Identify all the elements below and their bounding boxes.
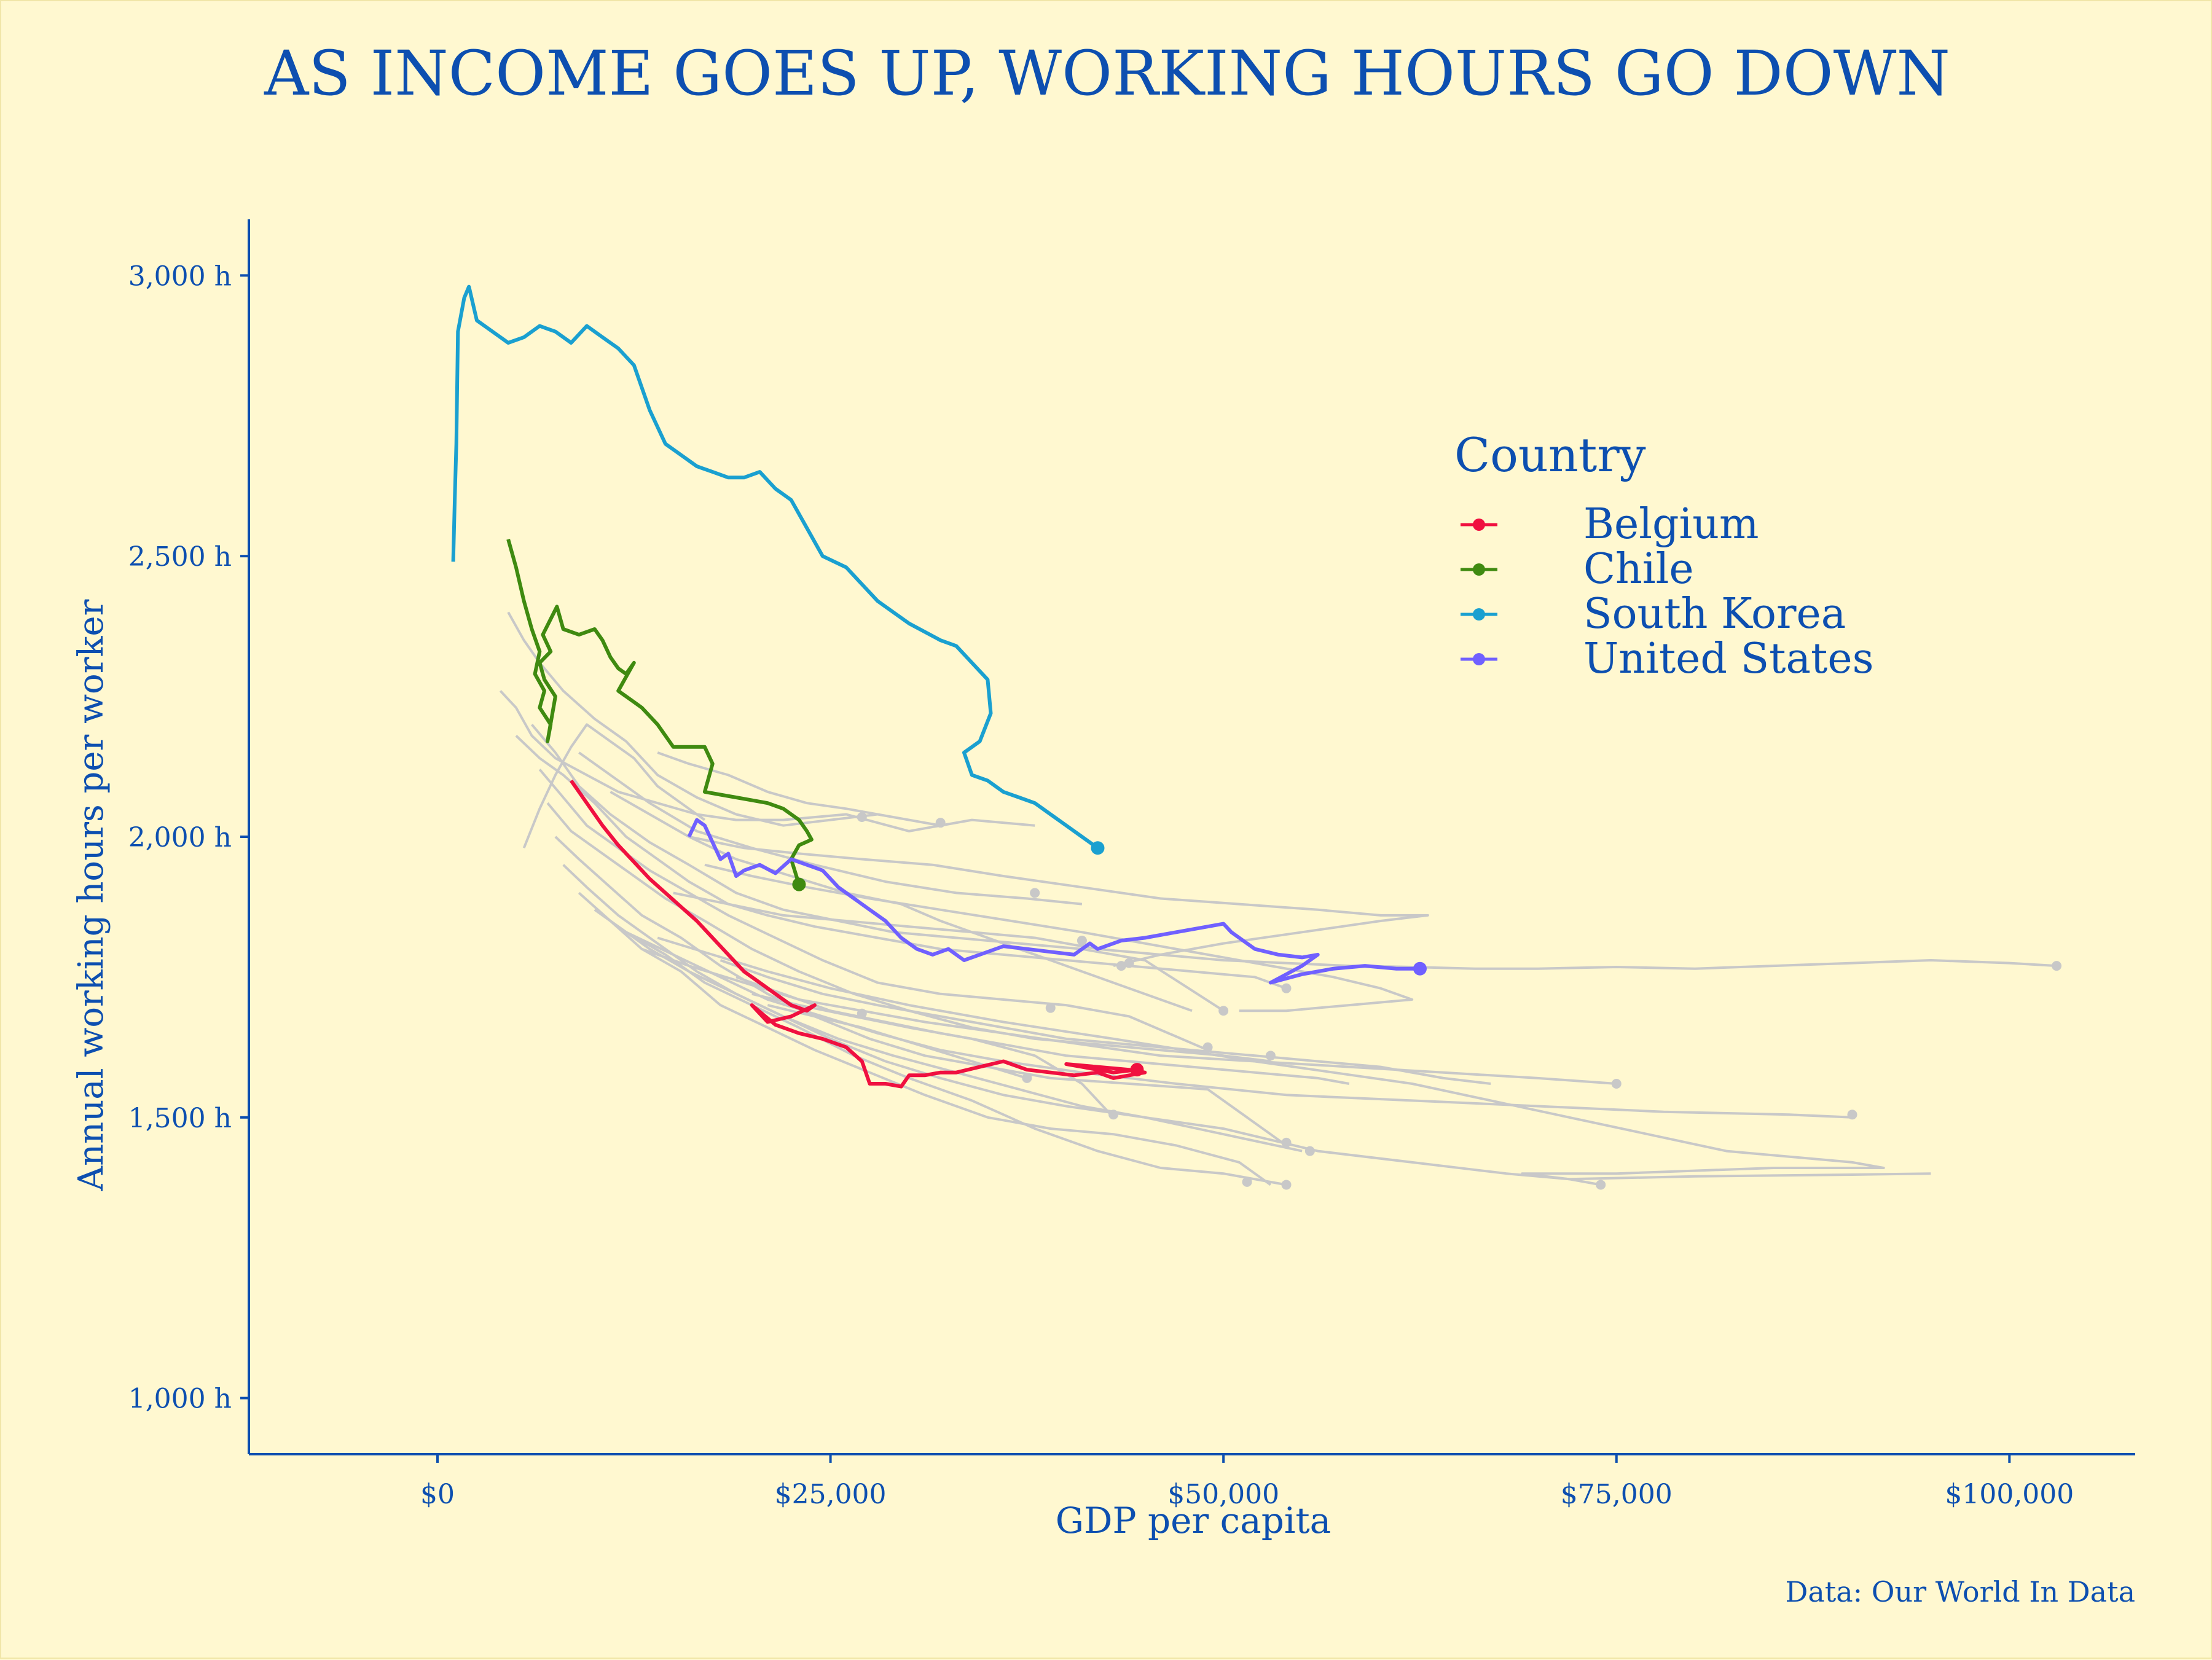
x-tick-label: $25,000 [775, 1479, 887, 1510]
other-country-line [704, 863, 1414, 1012]
highlighted-series [451, 284, 1427, 1089]
other-country-line [673, 891, 2057, 970]
y-tick-label: 1,000 h [128, 1384, 232, 1415]
legend-key-dot-chile [1473, 563, 1485, 576]
other-country-endpoint [1281, 983, 1292, 993]
belgium-endpoint [1130, 1063, 1144, 1077]
other-country-endpoint [1022, 1073, 1032, 1083]
other-country-line [657, 751, 941, 827]
other-country-line [530, 724, 1225, 1012]
other-countries-lines [499, 611, 2062, 1190]
south-korea-endpoint [1091, 841, 1105, 855]
other-country-endpoint [1281, 1180, 1292, 1190]
other-country-endpoint [1611, 1079, 1622, 1089]
other-country-line [522, 723, 706, 849]
other-country-line [657, 936, 1931, 1181]
other-country-endpoint [857, 1008, 867, 1019]
x-tick-label: $100,000 [1945, 1479, 2074, 1510]
other-country-endpoint [1265, 1051, 1276, 1061]
x-tick-label: $0 [420, 1479, 455, 1510]
other-country-line [610, 920, 1601, 1186]
other-country-line [735, 976, 1350, 1085]
x-axis-ticks: $0 $25,000 $50,000 $75,000 $100,000 [420, 1454, 2074, 1510]
other-country-endpoint [2052, 961, 2062, 971]
y-axis-ticks: 1,000 h 1,500 h 2,000 h 2,500 h 3,000 h [128, 260, 249, 1415]
other-country-line [578, 751, 1083, 906]
other-country-line [499, 690, 1035, 832]
axes: 1,000 h 1,500 h 2,000 h 2,500 h 3,000 h $0 $2… [128, 219, 2135, 1510]
chile-endpoint [792, 877, 806, 891]
legend-title: Country [1454, 428, 1646, 482]
other-country-endpoint [1202, 1042, 1213, 1052]
other-country-line [538, 769, 1209, 1052]
other-country-line [688, 836, 1429, 968]
x-tick-label: $75,000 [1561, 1479, 1673, 1510]
other-country-endpoint [1124, 958, 1134, 968]
other-country-endpoint [857, 812, 867, 823]
other-country-endpoint [1030, 888, 1040, 898]
united-states-line [687, 818, 1420, 985]
other-country-endpoint [1108, 1110, 1119, 1120]
legend-label-belgium: Belgium [1583, 500, 1759, 549]
legend-key-dot-united-states [1473, 653, 1485, 665]
legend-label-south-korea: South Korea [1583, 590, 1846, 638]
legend-key-dot-south-korea [1473, 608, 1485, 621]
other-country-endpoint [1847, 1110, 1857, 1120]
other-country-line [626, 931, 1853, 1119]
other-country-endpoint [1218, 1006, 1229, 1016]
other-country-endpoint [1281, 1137, 1292, 1148]
other-country-endpoint [1304, 1146, 1315, 1156]
other-country-line [578, 891, 1272, 1186]
chart-title: AS INCOME GOES UP, WORKING HOURS GO DOWN [264, 37, 1950, 109]
data-source-caption: Data: Our World In Data [1785, 1575, 2135, 1608]
other-country-endpoint [1242, 1176, 1252, 1187]
other-country-line [507, 611, 878, 827]
legend-key-dot-belgium [1473, 519, 1485, 531]
other-country-endpoint [1596, 1180, 1606, 1190]
legend-label-united-states: United States [1583, 635, 1873, 683]
other-country-endpoint [1077, 936, 1087, 946]
y-tick-label: 2,500 h [128, 541, 232, 573]
x-tick-label: $50,000 [1167, 1479, 1279, 1510]
y-axis-label: Annual working hours per worker [71, 599, 111, 1191]
south-korea-line [451, 284, 1099, 850]
y-tick-label: 2,000 h [128, 822, 232, 853]
other-country-line [610, 791, 1193, 1012]
y-tick-label: 1,500 h [128, 1103, 232, 1134]
other-country-line [767, 1004, 1027, 1079]
belgium-line [570, 779, 1147, 1089]
chile-line [506, 538, 814, 885]
other-country-line [641, 947, 1617, 1085]
other-country-endpoint [1116, 961, 1126, 971]
united-states-endpoint [1413, 961, 1427, 976]
other-country-endpoint [935, 818, 946, 828]
y-tick-label: 3,000 h [128, 260, 232, 292]
legend-label-chile: Chile [1583, 545, 1694, 593]
other-country-line [515, 735, 1287, 990]
other-country-line [546, 802, 1271, 1063]
x-axis-label: GDP per capita [1056, 1500, 1332, 1541]
other-country-line [720, 959, 1491, 1085]
other-country-endpoint [1045, 1003, 1056, 1013]
